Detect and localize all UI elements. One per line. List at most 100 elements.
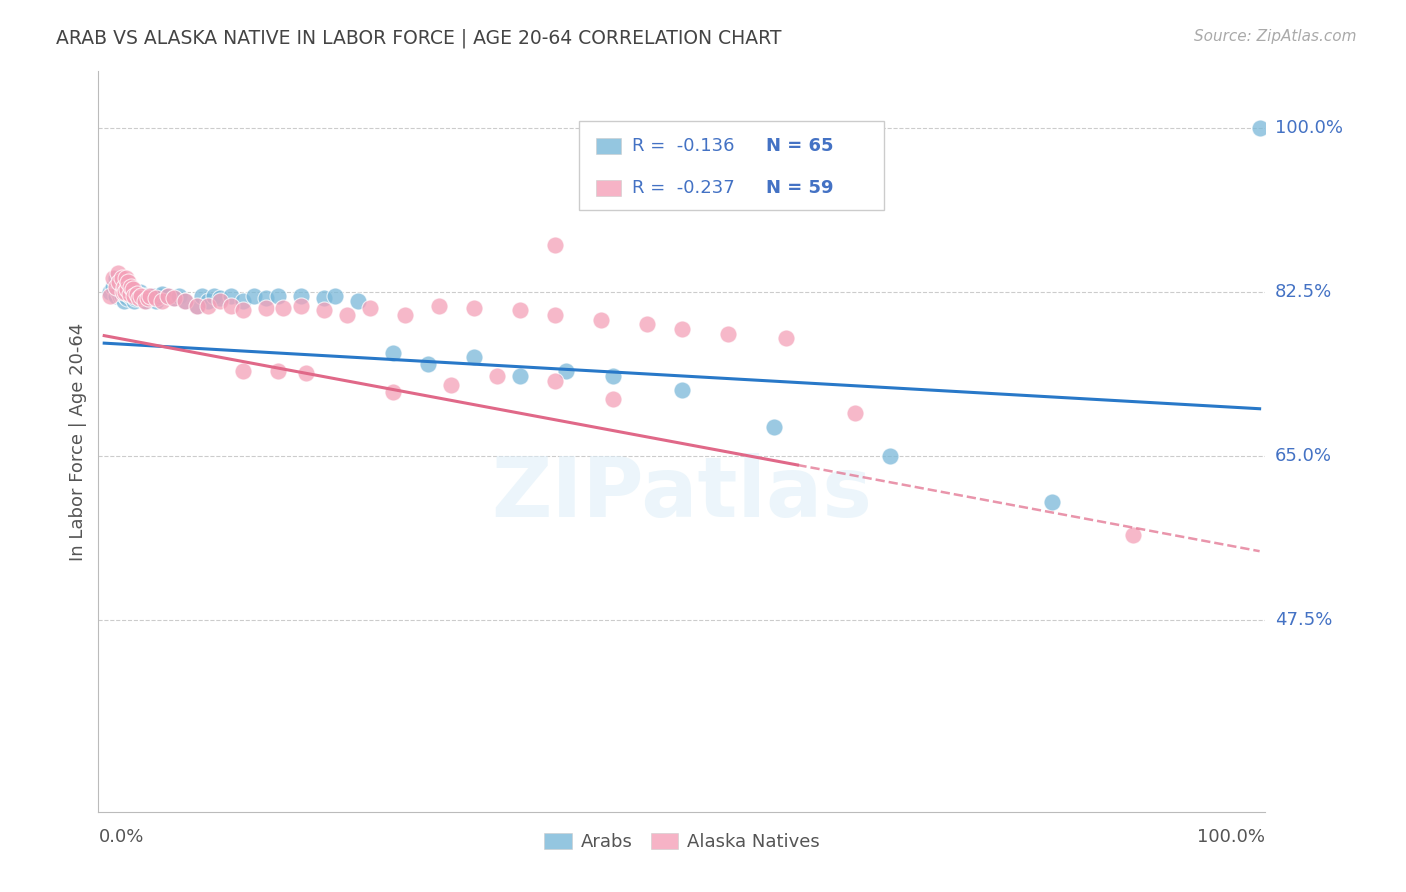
Point (156, 289, 179, 303)
Point (336, 308, 359, 322)
Point (844, 406, 866, 420)
Point (115, 270, 138, 285)
Point (232, 293, 254, 308)
Point (114, 285, 136, 299)
Point (122, 289, 145, 303)
Point (122, 282, 145, 296)
Point (602, 368, 624, 383)
Point (197, 293, 219, 308)
Point (118, 289, 141, 303)
Point (104, 280, 127, 294)
Point (142, 289, 165, 303)
Point (117, 285, 139, 299)
Point (191, 289, 214, 303)
Point (120, 280, 142, 294)
Point (555, 364, 578, 378)
Y-axis label: In Labor Force | Age 20-64: In Labor Force | Age 20-64 (69, 322, 87, 561)
Point (112, 293, 135, 308)
Point (427, 299, 450, 313)
Point (139, 291, 162, 305)
Point (359, 301, 381, 315)
Point (266, 289, 288, 303)
Point (110, 275, 132, 289)
Point (150, 293, 173, 308)
Point (145, 293, 167, 308)
Point (114, 285, 136, 299)
Point (139, 289, 162, 303)
Point (162, 291, 184, 305)
Point (775, 331, 797, 345)
Point (128, 291, 150, 305)
Point (266, 364, 288, 378)
Point (122, 293, 145, 308)
Point (197, 299, 219, 313)
Point (98, 289, 121, 303)
Point (295, 366, 318, 380)
Point (128, 289, 150, 303)
Point (416, 357, 439, 371)
Point (124, 291, 146, 305)
Point (232, 364, 254, 378)
Point (290, 299, 312, 313)
Point (110, 289, 132, 303)
Point (202, 289, 225, 303)
Point (114, 289, 136, 303)
Point (111, 285, 134, 299)
Point (347, 293, 370, 308)
Point (108, 280, 131, 294)
Point (136, 291, 159, 305)
Point (129, 285, 152, 299)
Text: 100.0%: 100.0% (1275, 119, 1343, 136)
Point (312, 291, 335, 305)
Point (208, 291, 231, 305)
Point (463, 301, 485, 315)
Point (117, 275, 139, 289)
Point (108, 275, 131, 289)
Point (544, 237, 567, 252)
Point (440, 378, 463, 392)
Point (121, 289, 143, 303)
Text: 0.0%: 0.0% (98, 829, 143, 847)
Point (394, 308, 416, 322)
Point (671, 322, 693, 336)
Point (463, 350, 485, 364)
Text: 47.5%: 47.5% (1275, 611, 1333, 629)
Point (125, 287, 148, 301)
Text: Source: ZipAtlas.com: Source: ZipAtlas.com (1194, 29, 1357, 44)
Text: 65.0%: 65.0% (1275, 447, 1331, 465)
Point (186, 299, 208, 313)
Point (104, 289, 127, 303)
Point (104, 270, 127, 285)
Point (221, 299, 243, 313)
Point (118, 287, 141, 301)
Point (509, 368, 531, 383)
Text: R =  -0.237: R = -0.237 (633, 178, 735, 197)
Point (117, 287, 139, 301)
Text: R =  -0.136: R = -0.136 (633, 136, 735, 155)
Point (134, 293, 156, 308)
Text: ARAB VS ALASKA NATIVE IN LABOR FORCE | AGE 20-64 CORRELATION CHART: ARAB VS ALASKA NATIVE IN LABOR FORCE | A… (56, 29, 782, 48)
Point (150, 287, 173, 301)
Point (136, 289, 159, 303)
Point (544, 374, 567, 388)
Point (232, 303, 254, 318)
Point (129, 289, 152, 303)
Text: N = 65: N = 65 (766, 136, 834, 155)
Point (879, 449, 901, 463)
Point (717, 326, 740, 341)
Point (254, 291, 277, 305)
Point (382, 345, 405, 359)
Point (763, 420, 786, 434)
Point (254, 301, 277, 315)
Point (186, 299, 208, 313)
Point (110, 270, 132, 285)
Point (544, 308, 567, 322)
Text: 82.5%: 82.5% (1275, 283, 1333, 301)
Point (122, 289, 145, 303)
Point (162, 291, 184, 305)
Point (174, 293, 197, 308)
Point (221, 289, 243, 303)
Point (323, 289, 346, 303)
Point (169, 289, 191, 303)
Point (312, 303, 335, 318)
